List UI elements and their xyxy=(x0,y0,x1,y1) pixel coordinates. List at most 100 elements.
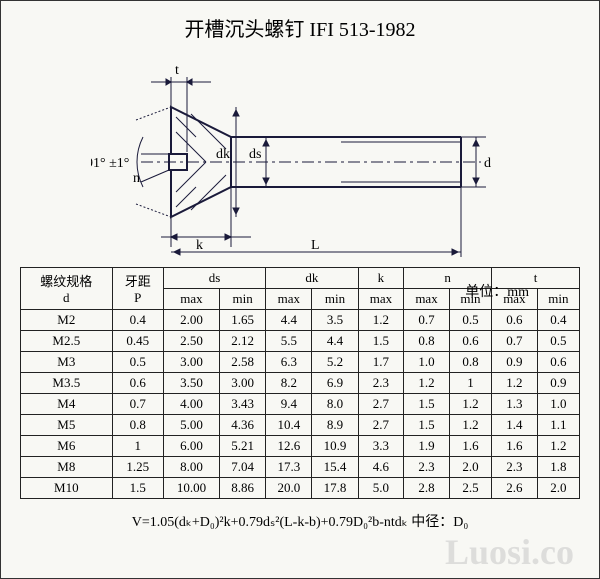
watermark: Luosi.co xyxy=(445,531,574,573)
table-cell: M10 xyxy=(21,478,113,499)
table-row: M50.85.004.3610.48.92.71.51.21.41.1 xyxy=(21,415,580,436)
table-cell: 15.4 xyxy=(312,457,358,478)
table-cell: 3.50 xyxy=(163,373,219,394)
n-dim-label: n xyxy=(133,171,140,186)
table-cell: 0.7 xyxy=(404,310,450,331)
table-row: M2.50.452.502.125.54.41.50.80.60.70.5 xyxy=(21,331,580,352)
table-cell: 12.6 xyxy=(266,436,312,457)
table-cell: 1.8 xyxy=(537,457,579,478)
table-cell: 1.2 xyxy=(449,415,491,436)
table-cell: 1.0 xyxy=(537,394,579,415)
table-cell: 1.5 xyxy=(112,478,163,499)
table-cell: 0.8 xyxy=(112,415,163,436)
table-cell: 10.00 xyxy=(163,478,219,499)
ds-dim-label: ds xyxy=(249,147,261,162)
table-cell: 0.6 xyxy=(449,331,491,352)
table-cell: 2.8 xyxy=(404,478,450,499)
table-cell: M8 xyxy=(21,457,113,478)
table-cell: 1.0 xyxy=(404,352,450,373)
table-cell: 2.50 xyxy=(163,331,219,352)
table-cell: 0.9 xyxy=(537,373,579,394)
table-cell: M5 xyxy=(21,415,113,436)
table-cell: 3.3 xyxy=(358,436,404,457)
formula: V=1.05(dₖ+D₀)²k+0.79dₛ²(L-k-b)+0.79D₀²b-… xyxy=(1,511,599,531)
table-cell: 3.5 xyxy=(312,310,358,331)
table-cell: 3.43 xyxy=(220,394,266,415)
table-cell: 0.6 xyxy=(537,352,579,373)
spec-table: 螺纹规格d 牙距P ds dk k n t max min max min ma… xyxy=(20,267,580,499)
angle-label: 91° ±1° xyxy=(91,156,129,171)
table-cell: 0.7 xyxy=(492,331,538,352)
page-title: 开槽沉头螺钉 IFI 513-1982 xyxy=(1,1,599,42)
table-cell: 0.4 xyxy=(112,310,163,331)
table-cell: 6.9 xyxy=(312,373,358,394)
table-row: M616.005.2112.610.93.31.91.61.61.2 xyxy=(21,436,580,457)
table-row: M40.74.003.439.48.02.71.51.21.31.0 xyxy=(21,394,580,415)
table-cell: 2.3 xyxy=(404,457,450,478)
table-cell: M3.5 xyxy=(21,373,113,394)
table-cell: 1.2 xyxy=(537,436,579,457)
table-cell: 17.3 xyxy=(266,457,312,478)
table-cell: 8.0 xyxy=(312,394,358,415)
table-row: M101.510.008.8620.017.85.02.82.52.62.0 xyxy=(21,478,580,499)
col-dk-min: min xyxy=(312,289,358,310)
unit-label: 单位：mm xyxy=(465,281,529,301)
table-cell: 4.6 xyxy=(358,457,404,478)
table-cell: M2.5 xyxy=(21,331,113,352)
table-cell: 0.45 xyxy=(112,331,163,352)
table-cell: 2.3 xyxy=(358,373,404,394)
table-cell: 0.8 xyxy=(404,331,450,352)
table-cell: 1 xyxy=(112,436,163,457)
table-body: M20.42.001.654.43.51.20.70.50.60.4M2.50.… xyxy=(21,310,580,499)
table-cell: M3 xyxy=(21,352,113,373)
table-cell: 1.5 xyxy=(358,331,404,352)
t-dim-label: t xyxy=(175,63,179,78)
table-cell: 1.6 xyxy=(492,436,538,457)
table-cell: 7.04 xyxy=(220,457,266,478)
col-dk-max: max xyxy=(266,289,312,310)
table-row: M81.258.007.0417.315.44.62.32.02.31.8 xyxy=(21,457,580,478)
table-cell: 2.3 xyxy=(492,457,538,478)
table-cell: 4.4 xyxy=(312,331,358,352)
table-cell: M2 xyxy=(21,310,113,331)
table-cell: 5.21 xyxy=(220,436,266,457)
table-cell: 0.4 xyxy=(537,310,579,331)
table-cell: 8.00 xyxy=(163,457,219,478)
table-cell: 4.4 xyxy=(266,310,312,331)
table-cell: 2.7 xyxy=(358,415,404,436)
table-cell: 1.3 xyxy=(492,394,538,415)
table-cell: M6 xyxy=(21,436,113,457)
table-cell: 5.0 xyxy=(358,478,404,499)
diagram-area: 91° ±1° t n xyxy=(1,42,599,262)
table-cell: 1.7 xyxy=(358,352,404,373)
document-frame: 开槽沉头螺钉 IFI 513-1982 xyxy=(0,0,600,579)
table-cell: 1.4 xyxy=(492,415,538,436)
table-cell: 1.1 xyxy=(537,415,579,436)
table-cell: 1.2 xyxy=(492,373,538,394)
table-cell: 3.00 xyxy=(220,373,266,394)
table-cell: 2.12 xyxy=(220,331,266,352)
col-k: k xyxy=(358,268,404,289)
table-cell: 1.2 xyxy=(358,310,404,331)
table-cell: 8.86 xyxy=(220,478,266,499)
L-dim-label: L xyxy=(311,238,320,253)
table-cell: M4 xyxy=(21,394,113,415)
table-cell: 5.00 xyxy=(163,415,219,436)
table-cell: 6.3 xyxy=(266,352,312,373)
table-cell: 0.5 xyxy=(112,352,163,373)
table-cell: 8.9 xyxy=(312,415,358,436)
table-cell: 1.5 xyxy=(404,394,450,415)
table-cell: 10.9 xyxy=(312,436,358,457)
table-cell: 1.25 xyxy=(112,457,163,478)
table-cell: 1.65 xyxy=(220,310,266,331)
col-d-spec: 螺纹规格d xyxy=(21,268,113,310)
table-cell: 4.36 xyxy=(220,415,266,436)
table-cell: 0.6 xyxy=(112,373,163,394)
table-cell: 2.5 xyxy=(449,478,491,499)
table-cell: 3.00 xyxy=(163,352,219,373)
table-row: M30.53.002.586.35.21.71.00.80.90.6 xyxy=(21,352,580,373)
table-row: M20.42.001.654.43.51.20.70.50.60.4 xyxy=(21,310,580,331)
d-dim-label: d xyxy=(484,156,491,171)
table-cell: 0.5 xyxy=(449,310,491,331)
table-cell: 1.2 xyxy=(449,394,491,415)
